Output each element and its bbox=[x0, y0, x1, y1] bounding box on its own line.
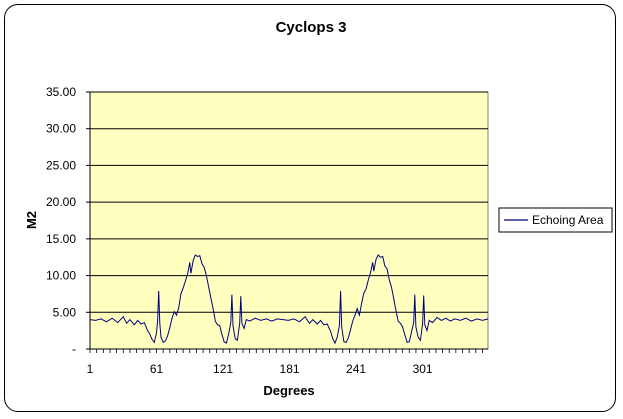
y-tick-label: 35.00 bbox=[46, 85, 76, 99]
x-tick-marks bbox=[89, 349, 483, 353]
legend-label: Echoing Area bbox=[532, 213, 604, 227]
y-tick-label: 10.00 bbox=[46, 269, 76, 283]
series-line-echoing-area bbox=[89, 254, 489, 345]
x-tick-label: 181 bbox=[280, 362, 300, 376]
legend: Echoing Area bbox=[498, 207, 613, 233]
y-tick-label: - bbox=[72, 342, 76, 356]
y-axis-title: M2 bbox=[24, 211, 39, 229]
y-tick-label: 5.00 bbox=[53, 305, 77, 319]
x-tick-label: 301 bbox=[413, 362, 433, 376]
y-tick-label: 25.00 bbox=[46, 158, 76, 172]
y-tick-labels: - 5.00 10.00 15.00 20.00 25.00 30.00 35.00 bbox=[46, 85, 90, 356]
x-tick-label: 1 bbox=[87, 362, 94, 376]
plot-area bbox=[89, 91, 489, 350]
x-tick-label: 121 bbox=[213, 362, 233, 376]
chart-title: Cyclops 3 bbox=[276, 19, 347, 36]
y-tick-label: 15.00 bbox=[46, 232, 76, 246]
x-tick-label: 61 bbox=[150, 362, 164, 376]
x-tick-label: 241 bbox=[346, 362, 366, 376]
y-gridlines bbox=[90, 91, 488, 313]
y-tick-label: 20.00 bbox=[46, 195, 76, 209]
x-axis-title: Degrees bbox=[263, 383, 314, 398]
x-tick-labels: 1 61 121 181 241 301 bbox=[87, 362, 433, 376]
y-tick-label: 30.00 bbox=[46, 122, 76, 136]
